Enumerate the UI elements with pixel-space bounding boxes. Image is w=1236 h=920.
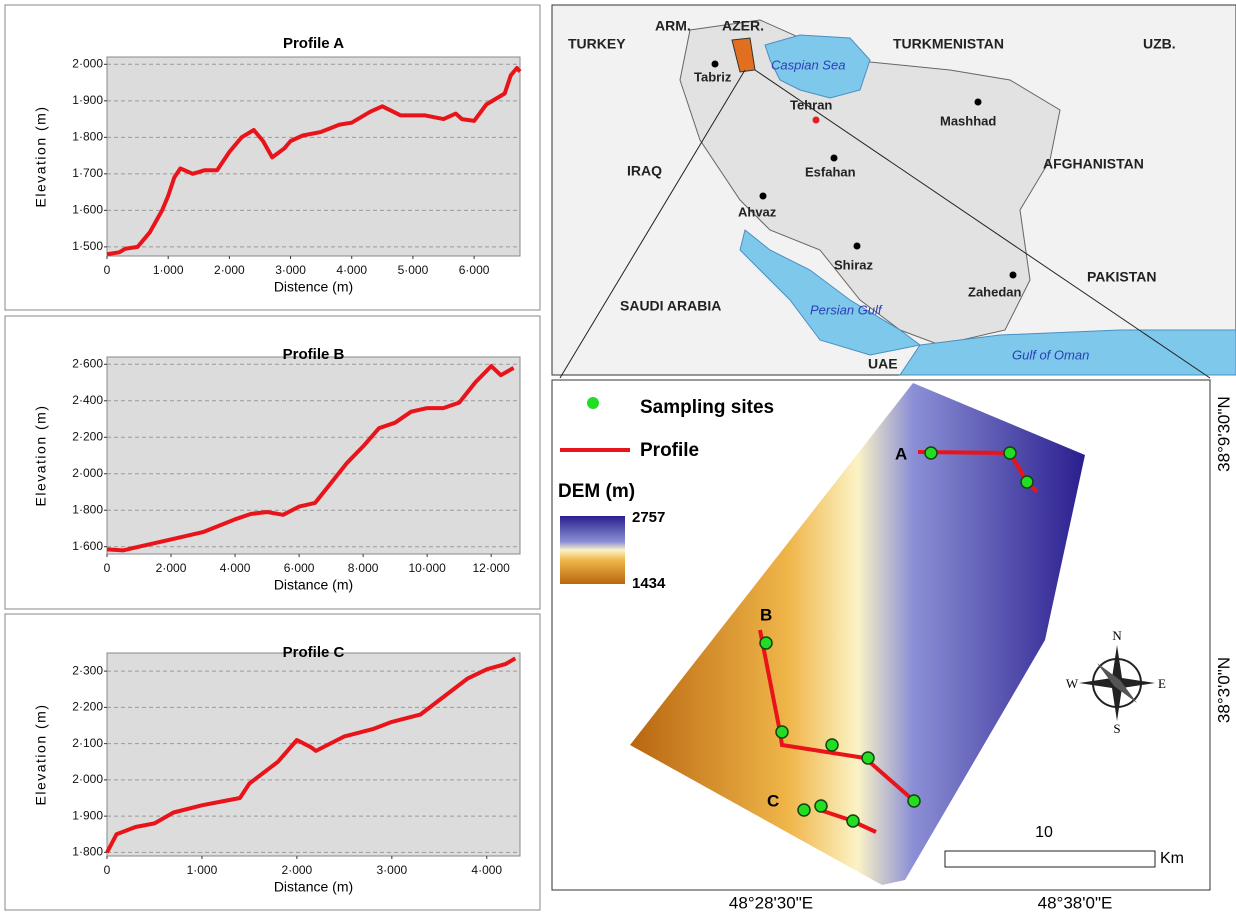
country-label: UZB. [1143,36,1176,52]
x-tick-label: 4·000 [220,561,251,575]
legend-site-marker [587,397,599,409]
y-tick-label: 1·800 [72,502,103,516]
country-label: ARM. [655,18,691,34]
dem-max: 2757 [632,509,665,526]
scale-unit: Km [1160,850,1184,867]
coord-label: 48°38'0"E [1038,893,1113,912]
x-tick-label: 4·000 [336,263,367,277]
dem-min: 1434 [632,575,666,592]
water-label: Persian Gulf [810,302,883,317]
chart-title: Profile A [283,35,344,52]
y-tick-label: 2·200 [72,700,103,714]
compass-label: S [1113,721,1120,736]
x-tick-label: 10·000 [408,561,446,575]
coord-label: 48°28'30"E [729,893,813,912]
y-tick-label: 2·100 [72,736,103,750]
y-tick-label: 2·000 [72,772,103,786]
x-axis-label: Distence (m) [274,279,353,295]
country-label: AZER. [722,18,764,34]
dem-legend-title: DEM (m) [558,481,635,502]
country-label: PAKISTAN [1087,269,1156,285]
x-tick-label: 0 [104,263,111,277]
dem-colorbar [560,516,625,584]
location-map [552,5,1236,378]
y-tick-label: 1·500 [72,239,103,253]
y-axis-label: Elevation (m) [33,405,49,507]
x-tick-label: 2·000 [156,561,187,575]
y-tick-label: 1·800 [72,130,103,144]
country-label: TURKEY [568,36,626,52]
country-label: TURKMENISTAN [893,36,1004,52]
x-tick-label: 4·000 [471,863,502,877]
x-tick-label: 0 [104,863,111,877]
scale-value: 10 [1035,824,1053,841]
x-tick-label: 6·000 [459,263,490,277]
country-label: AFGHANISTAN [1043,156,1144,172]
x-tick-label: 8·000 [348,561,379,575]
y-axis-label: Elevation (m) [33,704,49,806]
profile-label: C [767,791,779,810]
y-tick-label: 2·300 [72,663,103,677]
country-label: IRAQ [627,163,662,179]
country-label: SAUDI ARABIA [620,298,721,314]
city-label: Zahedan [968,284,1022,299]
city-label: Mashhad [940,113,996,128]
legend-label: Profile [640,440,699,461]
city-label: Ahvaz [738,204,777,219]
compass-label: E [1158,676,1166,691]
x-tick-label: 0 [104,561,111,575]
plot-area [107,57,520,256]
compass-label: N [1112,628,1122,643]
legend-label: Sampling sites [640,397,774,418]
x-tick-label: 3·000 [275,263,306,277]
figure: ARM. AZER. TURKEY TURKMENISTAN UZB. IRAQ… [0,0,1236,915]
city-label: Tabriz [694,69,732,84]
x-tick-label: 1·000 [153,263,184,277]
water-label: Gulf of Oman [1012,347,1089,362]
profile-label: A [895,444,907,463]
x-tick-label: 3·000 [376,863,407,877]
x-axis-label: Distance (m) [274,879,353,895]
country-label: UAE [868,356,898,372]
y-tick-label: 2·000 [72,56,103,70]
y-tick-label: 1·800 [72,845,103,859]
scale-bar [945,851,1155,867]
x-tick-label: 5·000 [398,263,429,277]
y-tick-label: 1·900 [72,93,103,107]
x-axis-label: Distance (m) [274,577,353,593]
water-label: Caspian Sea [771,57,845,72]
city-label: Tehran [790,97,832,112]
x-tick-label: 12·000 [472,561,510,575]
x-tick-label: 2·000 [282,863,313,877]
x-tick-label: 6·000 [284,561,315,575]
y-tick-label: 2·200 [72,429,103,443]
city-label: Esfahan [805,164,856,179]
y-tick-label: 1·600 [72,203,103,217]
city-label: Shiraz [834,257,874,272]
x-tick-label: 2·000 [214,263,245,277]
chart-title: Profile C [283,644,345,661]
compass-label: W [1066,676,1079,691]
y-tick-label: 1·700 [72,166,103,180]
y-tick-label: 2·000 [72,466,103,480]
coord-label: 38°3'0"N [1214,657,1233,723]
y-tick-label: 1·900 [72,808,103,822]
chart-title: Profile B [283,346,345,363]
plot-area [107,357,520,554]
x-tick-label: 1·000 [187,863,218,877]
y-axis-label: Elevation (m) [33,106,49,208]
y-tick-label: 1·600 [72,539,103,553]
coord-label: 38°9'30"N [1214,396,1233,472]
y-tick-label: 2·600 [72,356,103,370]
profile-label: B [760,605,772,624]
y-tick-label: 2·400 [72,393,103,407]
